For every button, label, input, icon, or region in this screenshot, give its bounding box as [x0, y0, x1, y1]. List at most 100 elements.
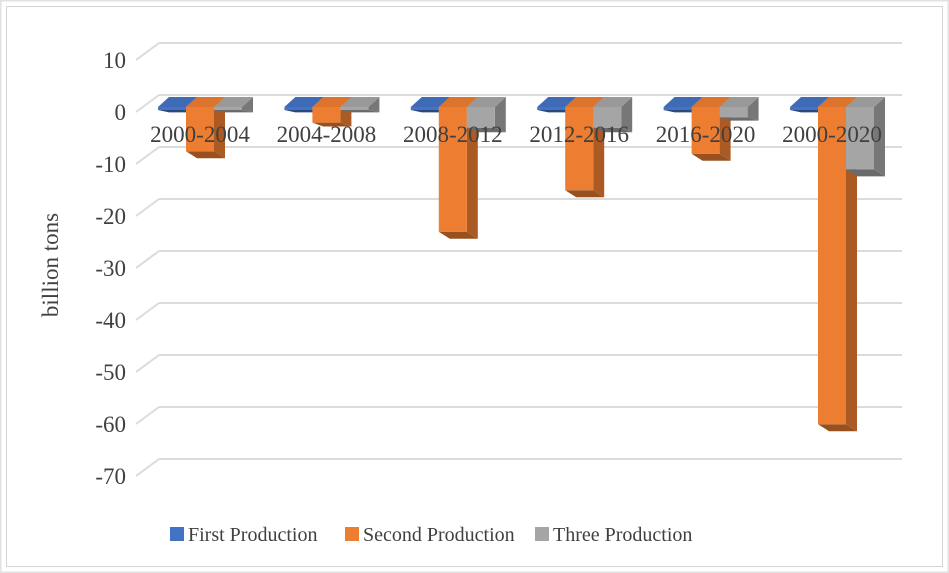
bar-side-face — [874, 97, 885, 177]
bar-second-production-2012-2016[interactable] — [565, 97, 605, 198]
x-category-label: 2000-2004 — [150, 122, 250, 147]
bar-front-face — [593, 107, 622, 128]
bar-bottom-face — [565, 190, 605, 198]
y-tick-label: -30 — [95, 256, 126, 281]
y-tick-label: -10 — [95, 152, 126, 177]
bar-bottom-face — [719, 117, 759, 121]
legend-swatch — [170, 527, 184, 541]
bar-top-face — [340, 97, 380, 107]
x-category-label: 2004-2008 — [277, 122, 377, 147]
figure-inner-border — [6, 6, 943, 567]
bar-three-production-2008-2012[interactable] — [466, 97, 506, 133]
bar-front-face — [691, 107, 720, 154]
bar-bottom-face — [466, 127, 506, 133]
bar-bottom-face — [214, 110, 253, 113]
gridline-bevel — [135, 250, 160, 269]
y-tick-label: 0 — [115, 100, 127, 125]
gridline-0: 0 — [115, 94, 902, 125]
bar-bottom-face — [846, 169, 885, 177]
bar-second-production-2000-2004[interactable] — [186, 97, 225, 159]
x-category-label: 2016-2020 — [656, 122, 756, 147]
legend-item-three-production[interactable]: Three Production — [535, 524, 692, 546]
gridline--30: -30 — [95, 250, 902, 281]
bar-front-face — [214, 107, 242, 110]
bar-top-face — [719, 97, 759, 107]
bar-top-face — [158, 97, 197, 107]
legend-item-first-production[interactable]: First Production — [170, 524, 317, 546]
bar-top-face — [284, 97, 324, 107]
gridline--70: -70 — [95, 458, 902, 489]
x-category-label: 2012-2016 — [529, 122, 629, 147]
bar-three-production-2000-2004[interactable] — [214, 97, 253, 113]
bar-bottom-face — [438, 231, 478, 239]
bar-front-face — [790, 107, 818, 110]
bar-bottom-face — [593, 127, 633, 133]
legend-label: Second Production — [363, 524, 515, 546]
bar-front-face — [186, 107, 214, 152]
legend-label: Three Production — [553, 524, 692, 546]
y-tick-label: -50 — [95, 360, 126, 385]
x-category-label: 2000-2020 — [782, 122, 882, 147]
bar-front-face — [663, 107, 692, 110]
bar-side-face — [242, 97, 253, 113]
bar-top-face — [691, 97, 731, 107]
bar-bottom-face — [340, 110, 380, 113]
legend-label: First Production — [188, 524, 317, 546]
bar-top-face — [438, 97, 478, 107]
bar-top-face — [214, 97, 253, 107]
gridline-bevel — [135, 458, 160, 477]
gridline-bevel — [135, 354, 160, 373]
bar-front-face — [284, 107, 313, 110]
x-category-label: 2008-2012 — [403, 122, 503, 147]
bar-three-production-2016-2020[interactable] — [719, 97, 759, 121]
gridline-bevel — [135, 42, 160, 61]
gridline-10: 10 — [103, 42, 902, 73]
y-tick-label: -20 — [95, 204, 126, 229]
bar-top-face — [537, 97, 577, 107]
bar-side-face — [621, 97, 633, 133]
bar-three-production-2012-2016[interactable] — [593, 97, 633, 133]
bar-top-face — [466, 97, 506, 107]
y-tick-label: 10 — [103, 48, 126, 73]
bar-side-face — [368, 97, 380, 113]
bar-top-face — [663, 97, 703, 107]
gridline--20: -20 — [95, 198, 902, 229]
legend-swatch — [535, 527, 549, 541]
bar-bottom-face — [818, 424, 857, 432]
bar-front-face — [466, 107, 495, 128]
gridline--50: -50 — [95, 354, 902, 385]
bar-second-production-2008-2012[interactable] — [438, 97, 478, 239]
bar-front-face — [846, 107, 874, 170]
bar-top-face — [846, 97, 885, 107]
bar-three-production-2004-2008[interactable] — [340, 97, 380, 113]
bar-side-face — [214, 97, 225, 159]
bar-front-face — [158, 107, 186, 110]
bar-side-face — [466, 97, 478, 239]
gridline--40: -40 — [95, 302, 902, 333]
bar-front-face — [340, 107, 369, 110]
legend: First Production Second Production Three P… — [170, 524, 692, 546]
gridline-bevel — [135, 94, 160, 113]
bar-top-face — [565, 97, 605, 107]
bar-bottom-face — [691, 153, 731, 161]
y-tick-label: -40 — [95, 308, 126, 333]
bar-top-face — [410, 97, 450, 107]
y-tick-label: -70 — [95, 464, 126, 489]
bar-front-face — [565, 107, 594, 191]
legend-item-second-production[interactable]: Second Production — [345, 524, 515, 546]
bar-front-face — [537, 107, 566, 110]
gridline-bevel — [135, 198, 160, 217]
legend-swatch — [345, 527, 359, 541]
bar-second-production-2000-2020[interactable] — [818, 97, 857, 432]
bar-top-face — [593, 97, 633, 107]
bar-front-face — [719, 107, 748, 118]
bar-three-production-2000-2020[interactable] — [846, 97, 885, 177]
gridline--60: -60 — [95, 406, 902, 437]
gridline-bevel — [135, 302, 160, 321]
gridline-bevel — [135, 146, 160, 165]
bar-top-face — [818, 97, 857, 107]
bar-front-face — [818, 107, 846, 425]
bar-bottom-face — [186, 151, 225, 159]
